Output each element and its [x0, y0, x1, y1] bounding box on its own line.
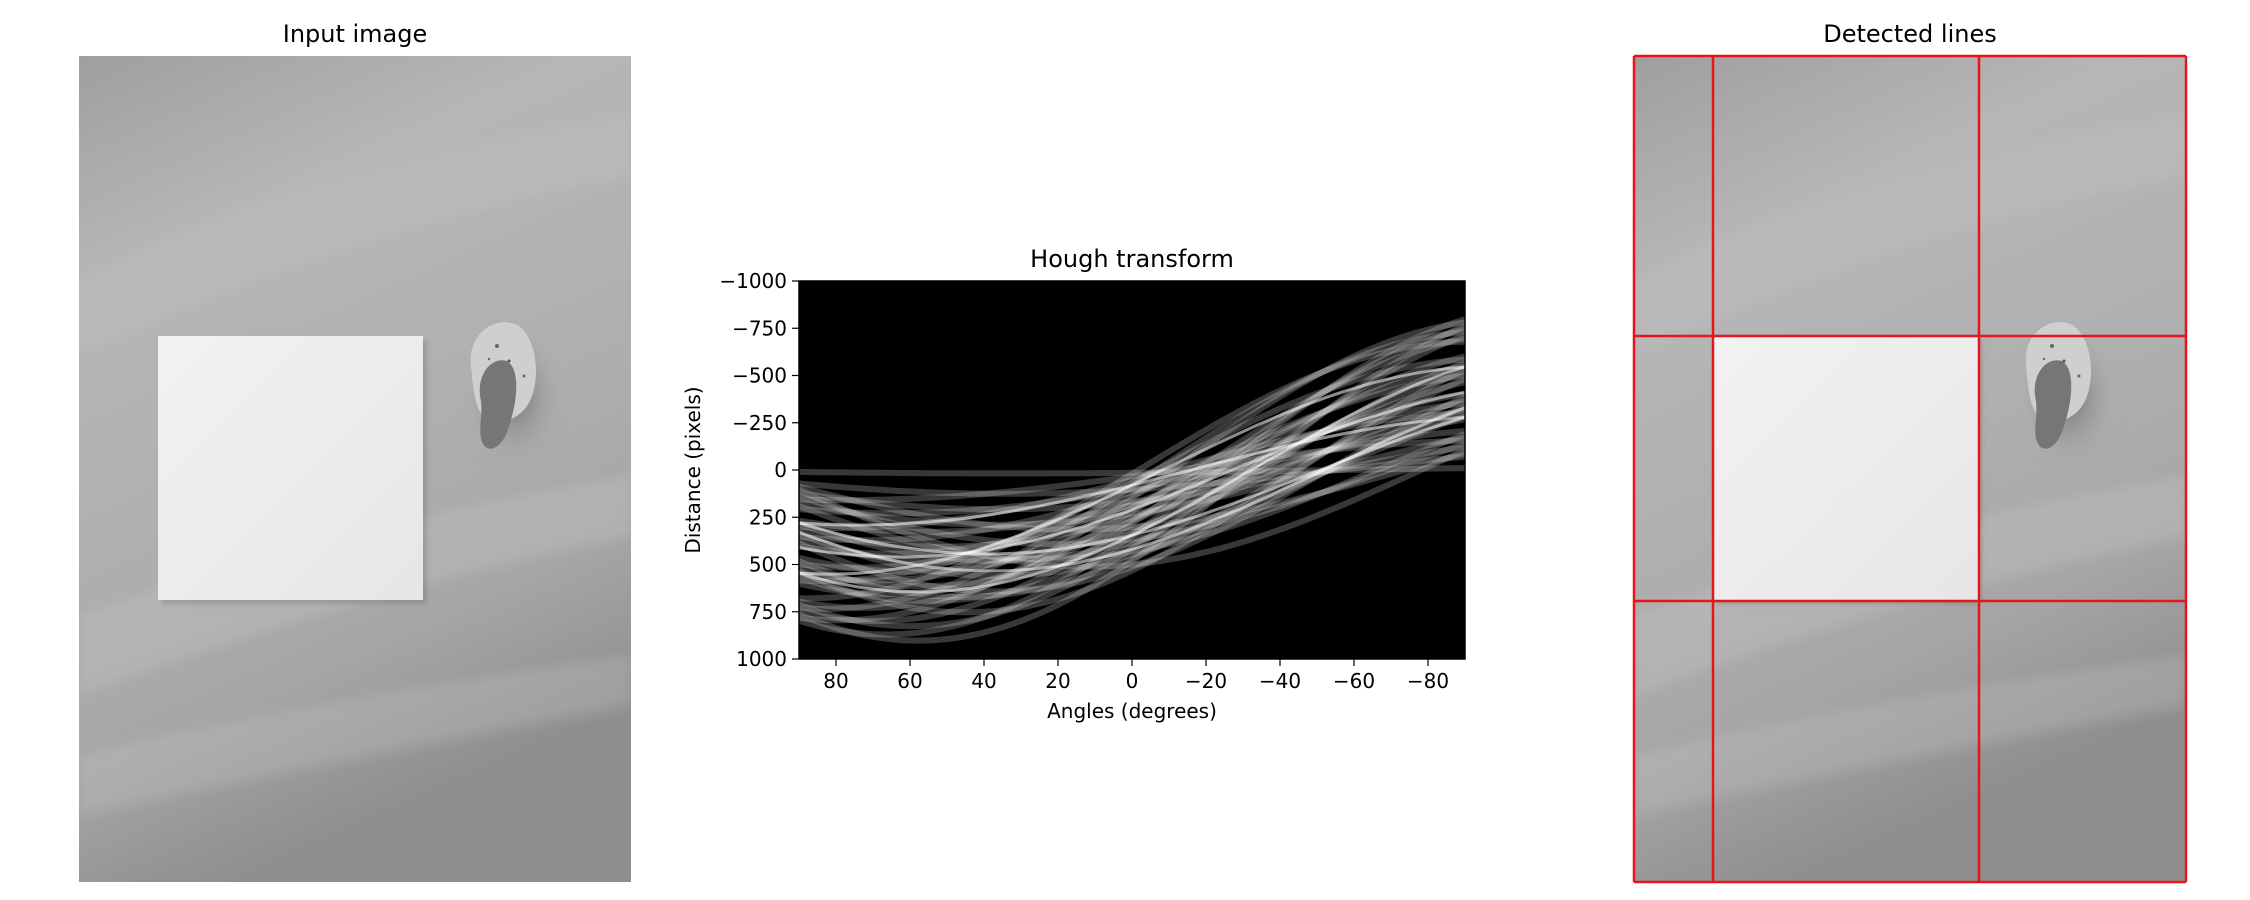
x-tick-label: −60: [1333, 669, 1375, 693]
detected-lines-panel: Detected lines: [1632, 20, 2188, 884]
hough-curve: [799, 440, 1465, 547]
input-image-title: Input image: [283, 20, 428, 48]
hough-curve: [799, 365, 1465, 594]
hough-panel: Hough transform 80 60 40 20 0 −20 −40 −60 −80 −1…: [681, 245, 1466, 723]
hough-curve: [799, 390, 1465, 557]
hough-xlabel: Angles (degrees): [1047, 699, 1217, 723]
detected-image: [1634, 56, 2186, 882]
x-tick-label: −20: [1185, 669, 1227, 693]
hough-x-ticks: 80 60 40 20 0 −20 −40 −60 −80: [823, 659, 1449, 693]
hough-curve: [799, 406, 1465, 550]
x-tick-label: −80: [1407, 669, 1449, 693]
hough-curve: [799, 397, 1465, 565]
hough-curve: [799, 365, 1465, 576]
hough-curve: [799, 356, 1465, 585]
y-tick-label: −500: [732, 364, 787, 388]
hough-ylabel: Distance (pixels): [681, 386, 705, 553]
y-tick-label: 250: [749, 505, 787, 529]
detected-lines: [1632, 54, 2188, 884]
x-tick-label: −40: [1259, 669, 1301, 693]
hough-curve: [799, 443, 1465, 513]
hough-title: Hough transform: [1030, 245, 1234, 273]
hough-curve: [799, 379, 1465, 575]
hough-curve: [799, 413, 1465, 564]
hough-curve: [799, 322, 1465, 644]
x-tick-label: 60: [897, 669, 922, 693]
hough-y-ticks: −1000 −750 −500 −250 0 250 500 750 1000: [719, 269, 799, 671]
y-tick-label: 500: [749, 553, 787, 577]
x-tick-label: 40: [971, 669, 996, 693]
hough-curves: [799, 316, 1465, 644]
y-tick-label: −750: [732, 316, 787, 340]
y-tick-label: 1000: [736, 647, 787, 671]
input-image-panel: Input image: [79, 20, 631, 882]
detected-lines-title: Detected lines: [1823, 20, 1996, 48]
hough-curve: [799, 453, 1465, 497]
hough-curve: [799, 319, 1465, 624]
hough-curve: [799, 431, 1465, 562]
y-tick-label: 750: [749, 600, 787, 624]
hough-curve: [799, 406, 1465, 573]
y-tick-label: −250: [732, 411, 787, 435]
hough-curve: [799, 325, 1465, 625]
hough-accumulator: [799, 281, 1465, 659]
x-tick-label: 20: [1045, 669, 1070, 693]
hough-curve: [799, 338, 1465, 602]
hough-curve: [799, 434, 1465, 528]
hough-curve: [799, 450, 1465, 533]
hough-curve: [799, 391, 1465, 559]
hough-curve: [799, 369, 1465, 590]
x-tick-label: 80: [823, 669, 848, 693]
input-image: [79, 56, 631, 882]
hough-curve: [799, 335, 1465, 611]
hough-curve: [799, 427, 1465, 517]
y-tick-label: −1000: [719, 269, 787, 293]
y-tick-label: 0: [774, 458, 787, 482]
hough-curve: [799, 437, 1465, 504]
x-tick-label: 0: [1126, 669, 1139, 693]
hough-curve: [799, 416, 1465, 535]
hough-curve: [799, 363, 1465, 584]
hough-curve: [799, 465, 1465, 477]
hough-curve: [799, 447, 1465, 570]
hough-curve: [799, 353, 1465, 598]
